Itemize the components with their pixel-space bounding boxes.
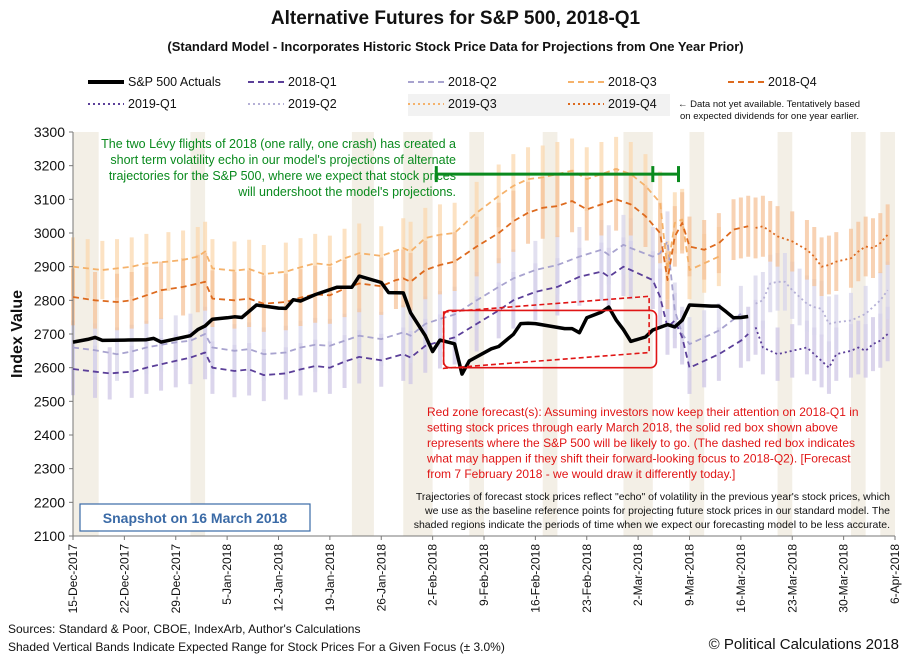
legend-highlight — [408, 94, 670, 116]
x-tick-label: 26-Jan-2018 — [374, 544, 388, 612]
legend-label: 2019-Q3 — [448, 97, 497, 111]
model-note-line: shaded regions indicate the periods of t… — [414, 519, 890, 531]
x-tick-label: 16-Mar-2018 — [734, 544, 748, 613]
red-annotation-line: from 7 February 2018 - we would draw it … — [427, 467, 735, 481]
x-tick-label: 6-Apr-2018 — [888, 544, 902, 604]
y-tick-label: 2400 — [34, 427, 65, 443]
x-tick-label: 22-Dec-2017 — [117, 544, 131, 614]
model-note-line: we use as the baseline reference points … — [424, 505, 890, 517]
series-line-2019-q1 — [754, 326, 889, 369]
red-annotation-line: what may happen if they shift their forw… — [426, 452, 851, 466]
y-tick-label: 3200 — [34, 158, 65, 174]
legend-label: 2018-Q2 — [448, 75, 497, 89]
legend: S&P 500 Actuals 2018-Q1 2018-Q2 2018-Q3 2018… — [88, 75, 860, 122]
shaded-region — [190, 132, 206, 536]
series-line-2018-q2 — [72, 240, 742, 356]
green-annotation-line: trajectories for the S&P 500, where we e… — [109, 169, 456, 183]
green-annotation-line: will undershoot the model's projections. — [237, 185, 456, 199]
legend-label: 2018-Q1 — [288, 75, 337, 89]
x-tick-label: 16-Feb-2018 — [528, 544, 542, 613]
x-tick-label: 30-Mar-2018 — [837, 544, 851, 613]
x-tick-label: 2-Feb-2018 — [426, 544, 440, 606]
forecast-box-dashed — [442, 295, 650, 370]
y-tick-label: 2800 — [34, 292, 65, 308]
series-line-2018-q3 — [72, 168, 720, 275]
x-tick-label: 23-Feb-2018 — [580, 544, 594, 613]
legend-note-line: on expected dividends for one year earli… — [680, 111, 859, 122]
series-line-2019-q2 — [755, 280, 889, 325]
series-line-2018-q4 — [72, 198, 749, 305]
x-tick-label: 9-Mar-2018 — [683, 544, 697, 606]
legend-label: 2019-Q2 — [288, 97, 337, 111]
shaded-region — [777, 132, 793, 536]
y-axis-label: Index Value — [9, 290, 26, 378]
series-lines — [72, 168, 889, 376]
credit-text: © Political Calculations 2018 — [708, 636, 899, 653]
y-tick-label: 2100 — [34, 528, 65, 544]
shaded-region — [542, 132, 558, 536]
x-tick-label: 15-Dec-2017 — [66, 544, 80, 614]
red-annotation-line: setting stock prices through early March… — [427, 421, 838, 435]
y-tick-label: 2700 — [34, 326, 65, 342]
legend-label: 2019-Q1 — [128, 97, 177, 111]
green-annotation-line: short term volatility echo in our model'… — [110, 153, 456, 167]
green-annotation-line: The two Lévy flights of 2018 (one rally,… — [101, 137, 456, 151]
x-tick-label: 29-Dec-2017 — [169, 544, 183, 614]
x-tick-label: 12-Jan-2018 — [272, 544, 286, 612]
x-tick-label: 5-Jan-2018 — [220, 544, 234, 605]
y-tick-label: 2500 — [34, 393, 65, 409]
legend-note-line: ← Data not yet available. Tentatively ba… — [678, 99, 860, 110]
legend-label: S&P 500 Actuals — [128, 75, 221, 89]
legend-label: 2018-Q4 — [768, 75, 817, 89]
x-tick-label: 23-Mar-2018 — [785, 544, 799, 613]
axes: 2100 2200 2300 2400 2500 2600 2700 2800 2900 3000… — [9, 124, 902, 613]
red-annotation-line: Red zone forecast(s): Assuming investors… — [427, 405, 859, 419]
bands-note-line: Shaded Vertical Bands Indicate Expected … — [8, 640, 505, 654]
x-tick-label: 19-Jan-2018 — [323, 544, 337, 612]
legend-label: 2019-Q4 — [608, 97, 657, 111]
annotations: The two Lévy flights of 2018 (one rally,… — [79, 137, 890, 532]
y-tick-label: 2200 — [34, 494, 65, 510]
chart-title: Alternative Futures for S&P 500, 2018-Q1 — [270, 8, 641, 29]
shaded-region — [689, 132, 705, 536]
model-note-line: Trajectories of forecast stock prices re… — [416, 491, 890, 503]
x-tick-label: 9-Feb-2018 — [477, 544, 491, 606]
series-line-s-p-500-actuals — [72, 274, 749, 376]
y-tick-label: 3000 — [34, 225, 65, 241]
y-tick-label: 2600 — [34, 360, 65, 376]
red-annotation-line: represents where the S&P 500 will be lik… — [427, 436, 855, 450]
x-tick-label: 2-Mar-2018 — [631, 544, 645, 606]
snapshot-box — [79, 503, 311, 532]
chart-subtitle: (Standard Model - Incorporates Historic … — [167, 39, 744, 54]
sources-line: Sources: Standard & Poor, CBOE, IndexArb… — [8, 622, 361, 636]
y-tick-label: 2900 — [34, 259, 65, 275]
y-tick-label: 2300 — [34, 461, 65, 477]
snapshot-label: Snapshot on 16 March 2018 — [103, 510, 288, 526]
y-tick-label: 3100 — [34, 191, 65, 207]
legend-label: 2018-Q3 — [608, 75, 657, 89]
series-line-2019-q4 — [755, 225, 889, 268]
y-tick-label: 3300 — [34, 124, 65, 140]
series-line-2018-q1 — [72, 265, 749, 376]
